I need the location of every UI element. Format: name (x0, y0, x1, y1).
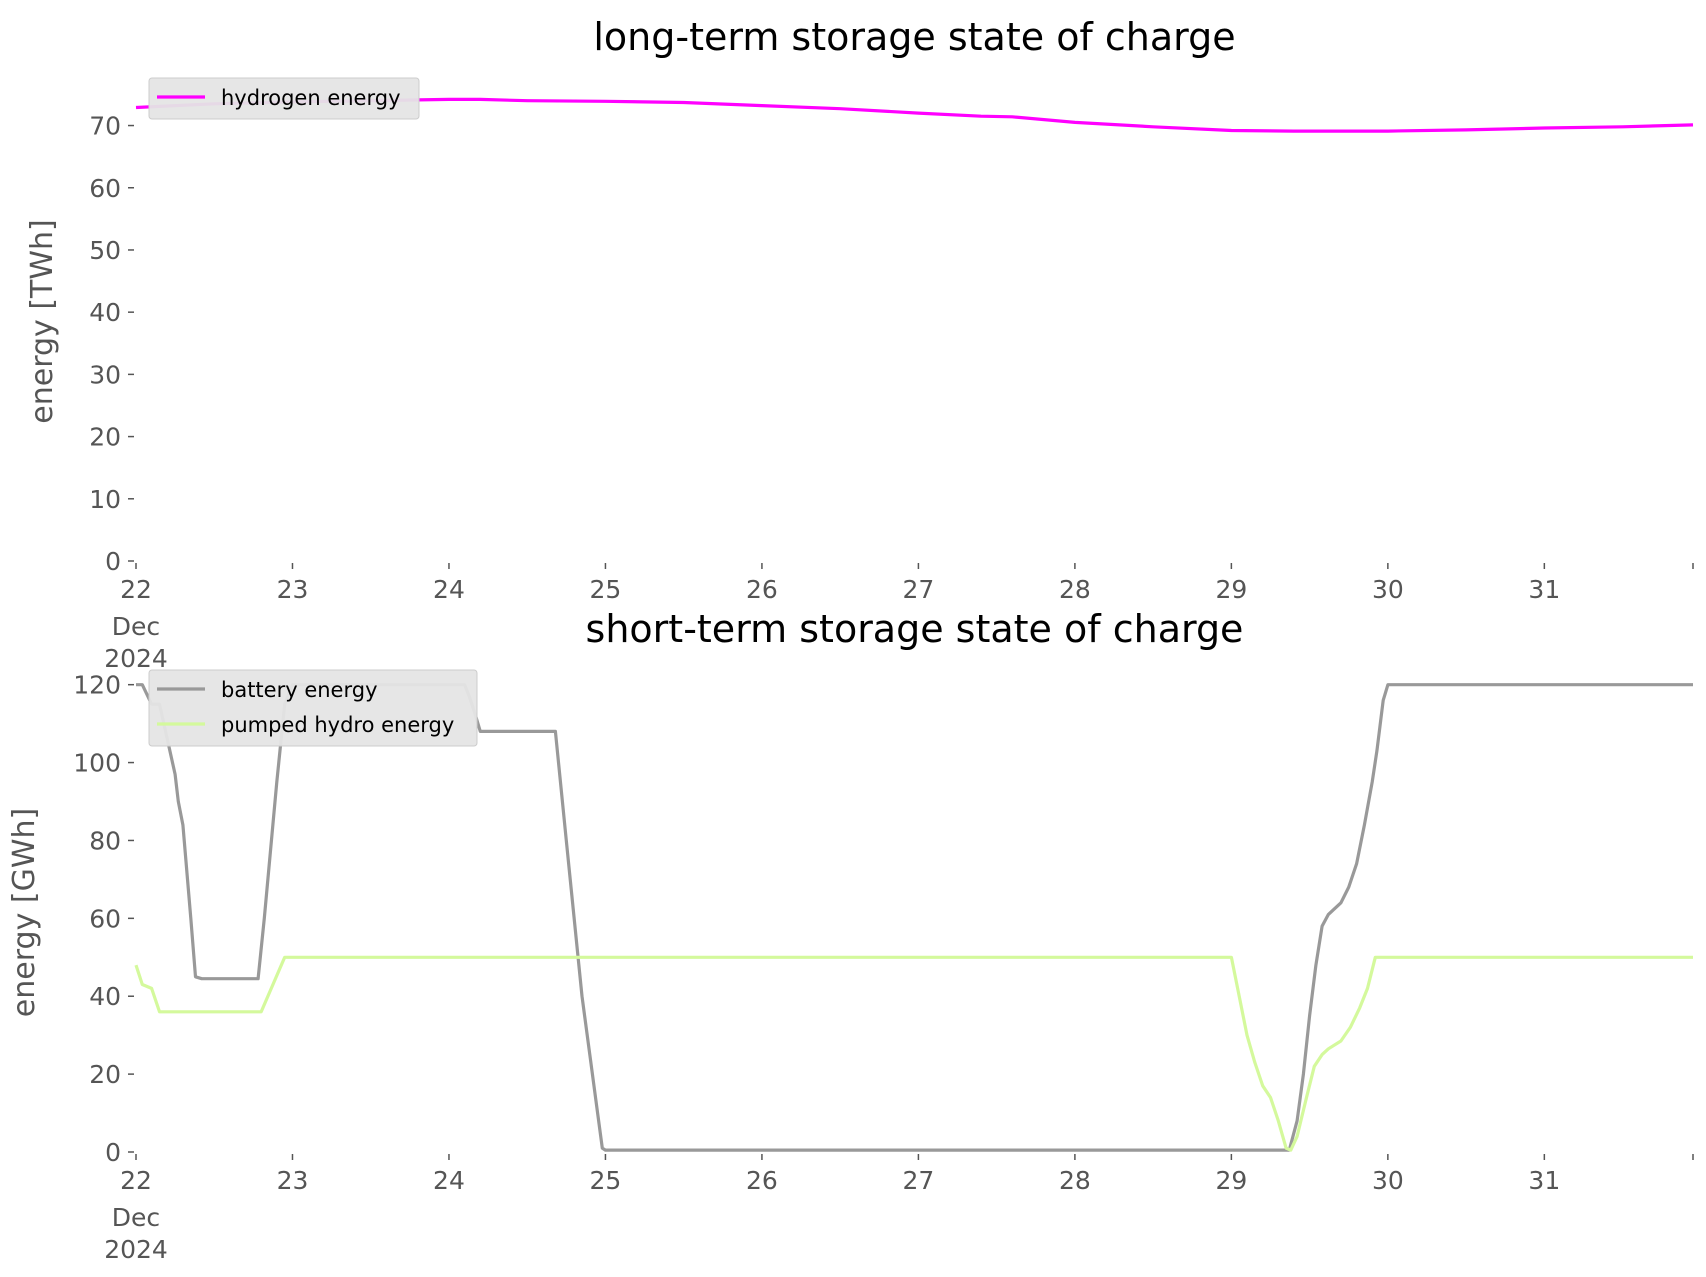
legend-label: hydrogen energy (221, 86, 401, 110)
y-tick-label: 10 (89, 485, 121, 514)
y-tick-label: 50 (89, 236, 121, 265)
x-tick-label: 26 (746, 575, 778, 604)
y-axis-label: energy [GWh] (7, 808, 42, 1017)
x-tick-label: 26 (746, 1166, 778, 1195)
y-tick-label: 120 (73, 671, 121, 700)
legend-box (148, 77, 420, 120)
x-tick-label: 25 (590, 1166, 622, 1195)
x-tick-label: 28 (1059, 575, 1091, 604)
x-tick-label: 23 (277, 1166, 309, 1195)
x-tick-label: 24 (433, 1166, 465, 1195)
x-tick-label: 30 (1372, 575, 1404, 604)
x-tick-label: 27 (903, 1166, 935, 1195)
legend-label: battery energy (221, 678, 378, 702)
y-tick-label: 40 (89, 298, 121, 327)
x-tick-sublabel: 2024 (104, 1235, 168, 1264)
x-tick-label: 25 (590, 575, 622, 604)
x-tick-label: 27 (903, 575, 935, 604)
x-tick-label: 24 (433, 575, 465, 604)
x-tick-label: 29 (1215, 1166, 1247, 1195)
x-tick-label: 29 (1215, 575, 1247, 604)
series-line-battery-energy (136, 683, 1693, 1152)
legend-box (148, 669, 478, 747)
x-tick-sublabel: Dec (112, 612, 160, 641)
series-line-pumped-hydro-energy (134, 955, 1693, 1152)
x-tick-label: 31 (1528, 575, 1560, 604)
y-tick-label: 80 (89, 826, 121, 855)
x-tick-label: 22 (120, 1166, 152, 1195)
x-tick-sublabel: Dec (112, 1203, 160, 1232)
chart-title: short-term storage state of charge (586, 607, 1244, 651)
x-tick-label: 22 (120, 575, 152, 604)
x-tick-label: 30 (1372, 1166, 1404, 1195)
y-tick-label: 100 (73, 749, 121, 778)
y-tick-label: 40 (89, 982, 121, 1011)
y-tick-label: 60 (89, 174, 121, 203)
x-tick-label: 28 (1059, 1166, 1091, 1195)
chart-title: long-term storage state of charge (593, 15, 1235, 59)
x-tick-label: 23 (277, 575, 309, 604)
y-tick-label: 0 (105, 1138, 121, 1167)
x-tick-sublabel: 2024 (104, 644, 168, 673)
series-line-hydrogen-energy (135, 97, 1694, 133)
y-tick-label: 60 (89, 904, 121, 933)
y-tick-label: 20 (89, 423, 121, 452)
y-tick-label: 20 (89, 1060, 121, 1089)
short-term-panel: short-term storage state of charge energy… (7, 607, 1694, 1264)
y-axis-label: energy [TWh] (25, 219, 60, 423)
y-tick-label: 70 (89, 112, 121, 141)
y-tick-label: 30 (89, 360, 121, 389)
y-tick-label: 0 (105, 547, 121, 576)
legend-label: pumped hydro energy (221, 713, 454, 737)
long-term-panel: long-term storage state of charge energy … (25, 15, 1694, 673)
x-tick-label: 31 (1528, 1166, 1560, 1195)
